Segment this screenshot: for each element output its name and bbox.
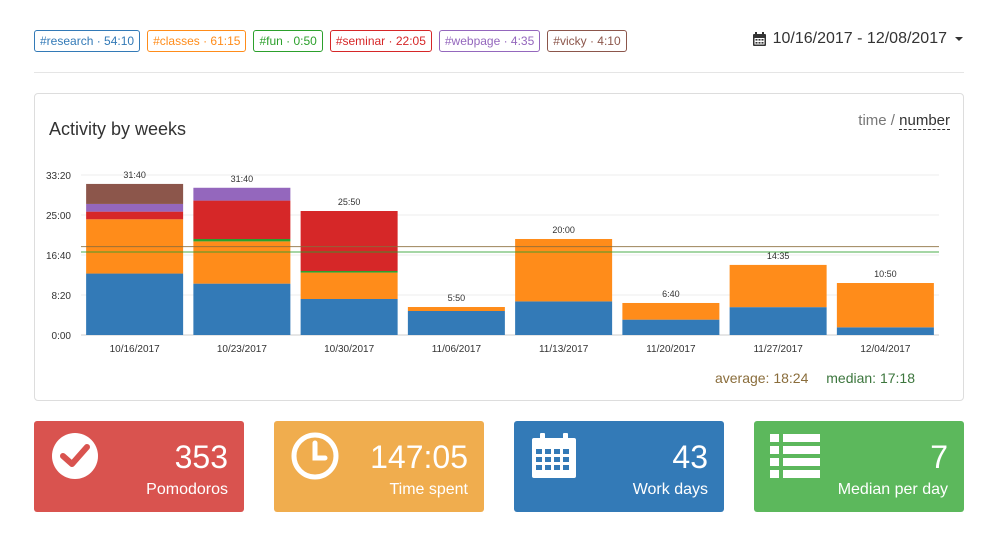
bar-segment-seminar xyxy=(193,200,291,239)
pomodoros-value: 353 xyxy=(174,439,228,475)
bar-segment-research xyxy=(300,298,398,335)
list-icon xyxy=(770,434,820,478)
tag-fun[interactable]: #fun · 0:50 xyxy=(253,30,323,52)
chart-summary: average: 18:24 median: 17:18 xyxy=(715,370,915,386)
tag-filter-list: #research · 54:10 #classes · 61:15 #fun … xyxy=(34,30,627,52)
tag-research[interactable]: #research · 54:10 xyxy=(34,30,141,52)
median-per-day-label: Median per day xyxy=(837,481,948,498)
bar-segment-research xyxy=(407,310,505,335)
caret-down-icon xyxy=(955,37,963,41)
stat-card-work-days: 43 Work days xyxy=(514,421,724,512)
bar-segment-classes xyxy=(515,238,613,302)
bar-segment-webpage xyxy=(193,187,291,201)
work-days-value: 43 xyxy=(672,439,708,475)
y-tick-label: 0:00 xyxy=(52,331,72,342)
x-tick-label: 11/06/2017 xyxy=(432,344,482,355)
toggle-time[interactable]: time xyxy=(858,112,887,129)
calendar-icon xyxy=(752,31,766,46)
toggle-number[interactable]: number xyxy=(899,112,950,130)
check-circle-icon xyxy=(52,433,98,479)
y-tick-label: 25:00 xyxy=(46,211,71,222)
bar-segment-classes xyxy=(193,241,291,284)
bar-segment-classes xyxy=(300,272,398,299)
bar-segment-research xyxy=(836,327,934,335)
bar-segment-research xyxy=(193,283,291,335)
x-tick-label: 11/27/2017 xyxy=(753,344,803,355)
pomodoros-label: Pomodoros xyxy=(146,481,228,498)
bar-segment-research xyxy=(622,319,720,335)
bar-total-label: 10:50 xyxy=(874,269,897,279)
x-tick-label: 10/30/2017 xyxy=(324,344,374,355)
tag-seminar[interactable]: #seminar · 22:05 xyxy=(329,30,432,52)
stat-card-pomodoros: 353 Pomodoros xyxy=(34,421,244,512)
median-label: median: 17:18 xyxy=(826,370,915,386)
bar-total-label: 5:50 xyxy=(448,293,466,303)
bar-total-label: 14:35 xyxy=(767,251,790,261)
bar-total-label: 6:40 xyxy=(662,289,680,299)
activity-chart: 0:00 8:20 16:40 25:00 33:20 31:40 10/16/2017 31… xyxy=(46,170,939,355)
y-tick-label: 16:40 xyxy=(46,251,71,262)
bar-segment-vicky xyxy=(86,183,184,204)
bar-total-label: 25:50 xyxy=(338,197,361,207)
stat-card-median-per-day: 7 Median per day xyxy=(754,421,964,512)
y-tick-label: 33:20 xyxy=(46,171,71,182)
calendar-icon xyxy=(532,433,576,478)
date-range-text: 10/16/2017 - 12/08/2017 xyxy=(772,30,947,47)
bar-segment-research xyxy=(515,301,613,335)
bar-segment-classes xyxy=(407,307,505,311)
x-tick-label: 11/20/2017 xyxy=(646,344,696,355)
divider xyxy=(34,72,964,73)
bar-total-label: 20:00 xyxy=(552,225,575,235)
toggle-separator: / xyxy=(890,112,895,129)
bar-segment-classes xyxy=(622,302,720,320)
x-tick-label: 11/13/2017 xyxy=(539,344,589,355)
clock-icon xyxy=(291,432,339,480)
stat-card-time-spent: 147:05 Time spent xyxy=(274,421,484,512)
bar-segment-fun xyxy=(300,271,398,273)
time-spent-value: 147:05 xyxy=(370,439,468,475)
bar-segment-fun xyxy=(193,238,291,242)
work-days-label: Work days xyxy=(632,481,708,498)
panel-title: Activity by weeks xyxy=(49,119,187,139)
tag-classes[interactable]: #classes · 61:15 xyxy=(147,30,247,52)
bar-segment-classes xyxy=(729,264,827,308)
average-label: average: 18:24 xyxy=(714,370,809,386)
tag-vicky[interactable]: #vicky · 4:10 xyxy=(547,30,627,52)
median-per-day-value: 7 xyxy=(930,439,948,475)
bar-segment-research xyxy=(729,307,827,335)
x-tick-label: 12/04/2017 xyxy=(860,344,910,355)
y-tick-label: 8:20 xyxy=(52,291,72,302)
activity-panel: 0:00 8:20 16:40 25:00 33:20 31:40 10/16/2017 31… xyxy=(34,93,964,401)
view-toggle: time / number xyxy=(858,112,950,130)
bar-segment-seminar xyxy=(86,211,184,220)
date-range-picker[interactable]: 10/16/2017 - 12/08/2017 xyxy=(752,30,963,48)
bar-total-label: 31:40 xyxy=(123,170,146,180)
bar-segment-seminar xyxy=(300,211,398,272)
tag-webpage[interactable]: #webpage · 4:35 xyxy=(438,30,541,52)
bar-total-label: 31:40 xyxy=(231,174,254,184)
x-tick-label: 10/23/2017 xyxy=(217,344,267,355)
x-tick-label: 10/16/2017 xyxy=(110,344,160,355)
bar-segment-research xyxy=(86,273,184,335)
bar-segment-webpage xyxy=(86,203,184,212)
time-spent-label: Time spent xyxy=(389,481,468,498)
bar-segment-classes xyxy=(836,283,934,328)
